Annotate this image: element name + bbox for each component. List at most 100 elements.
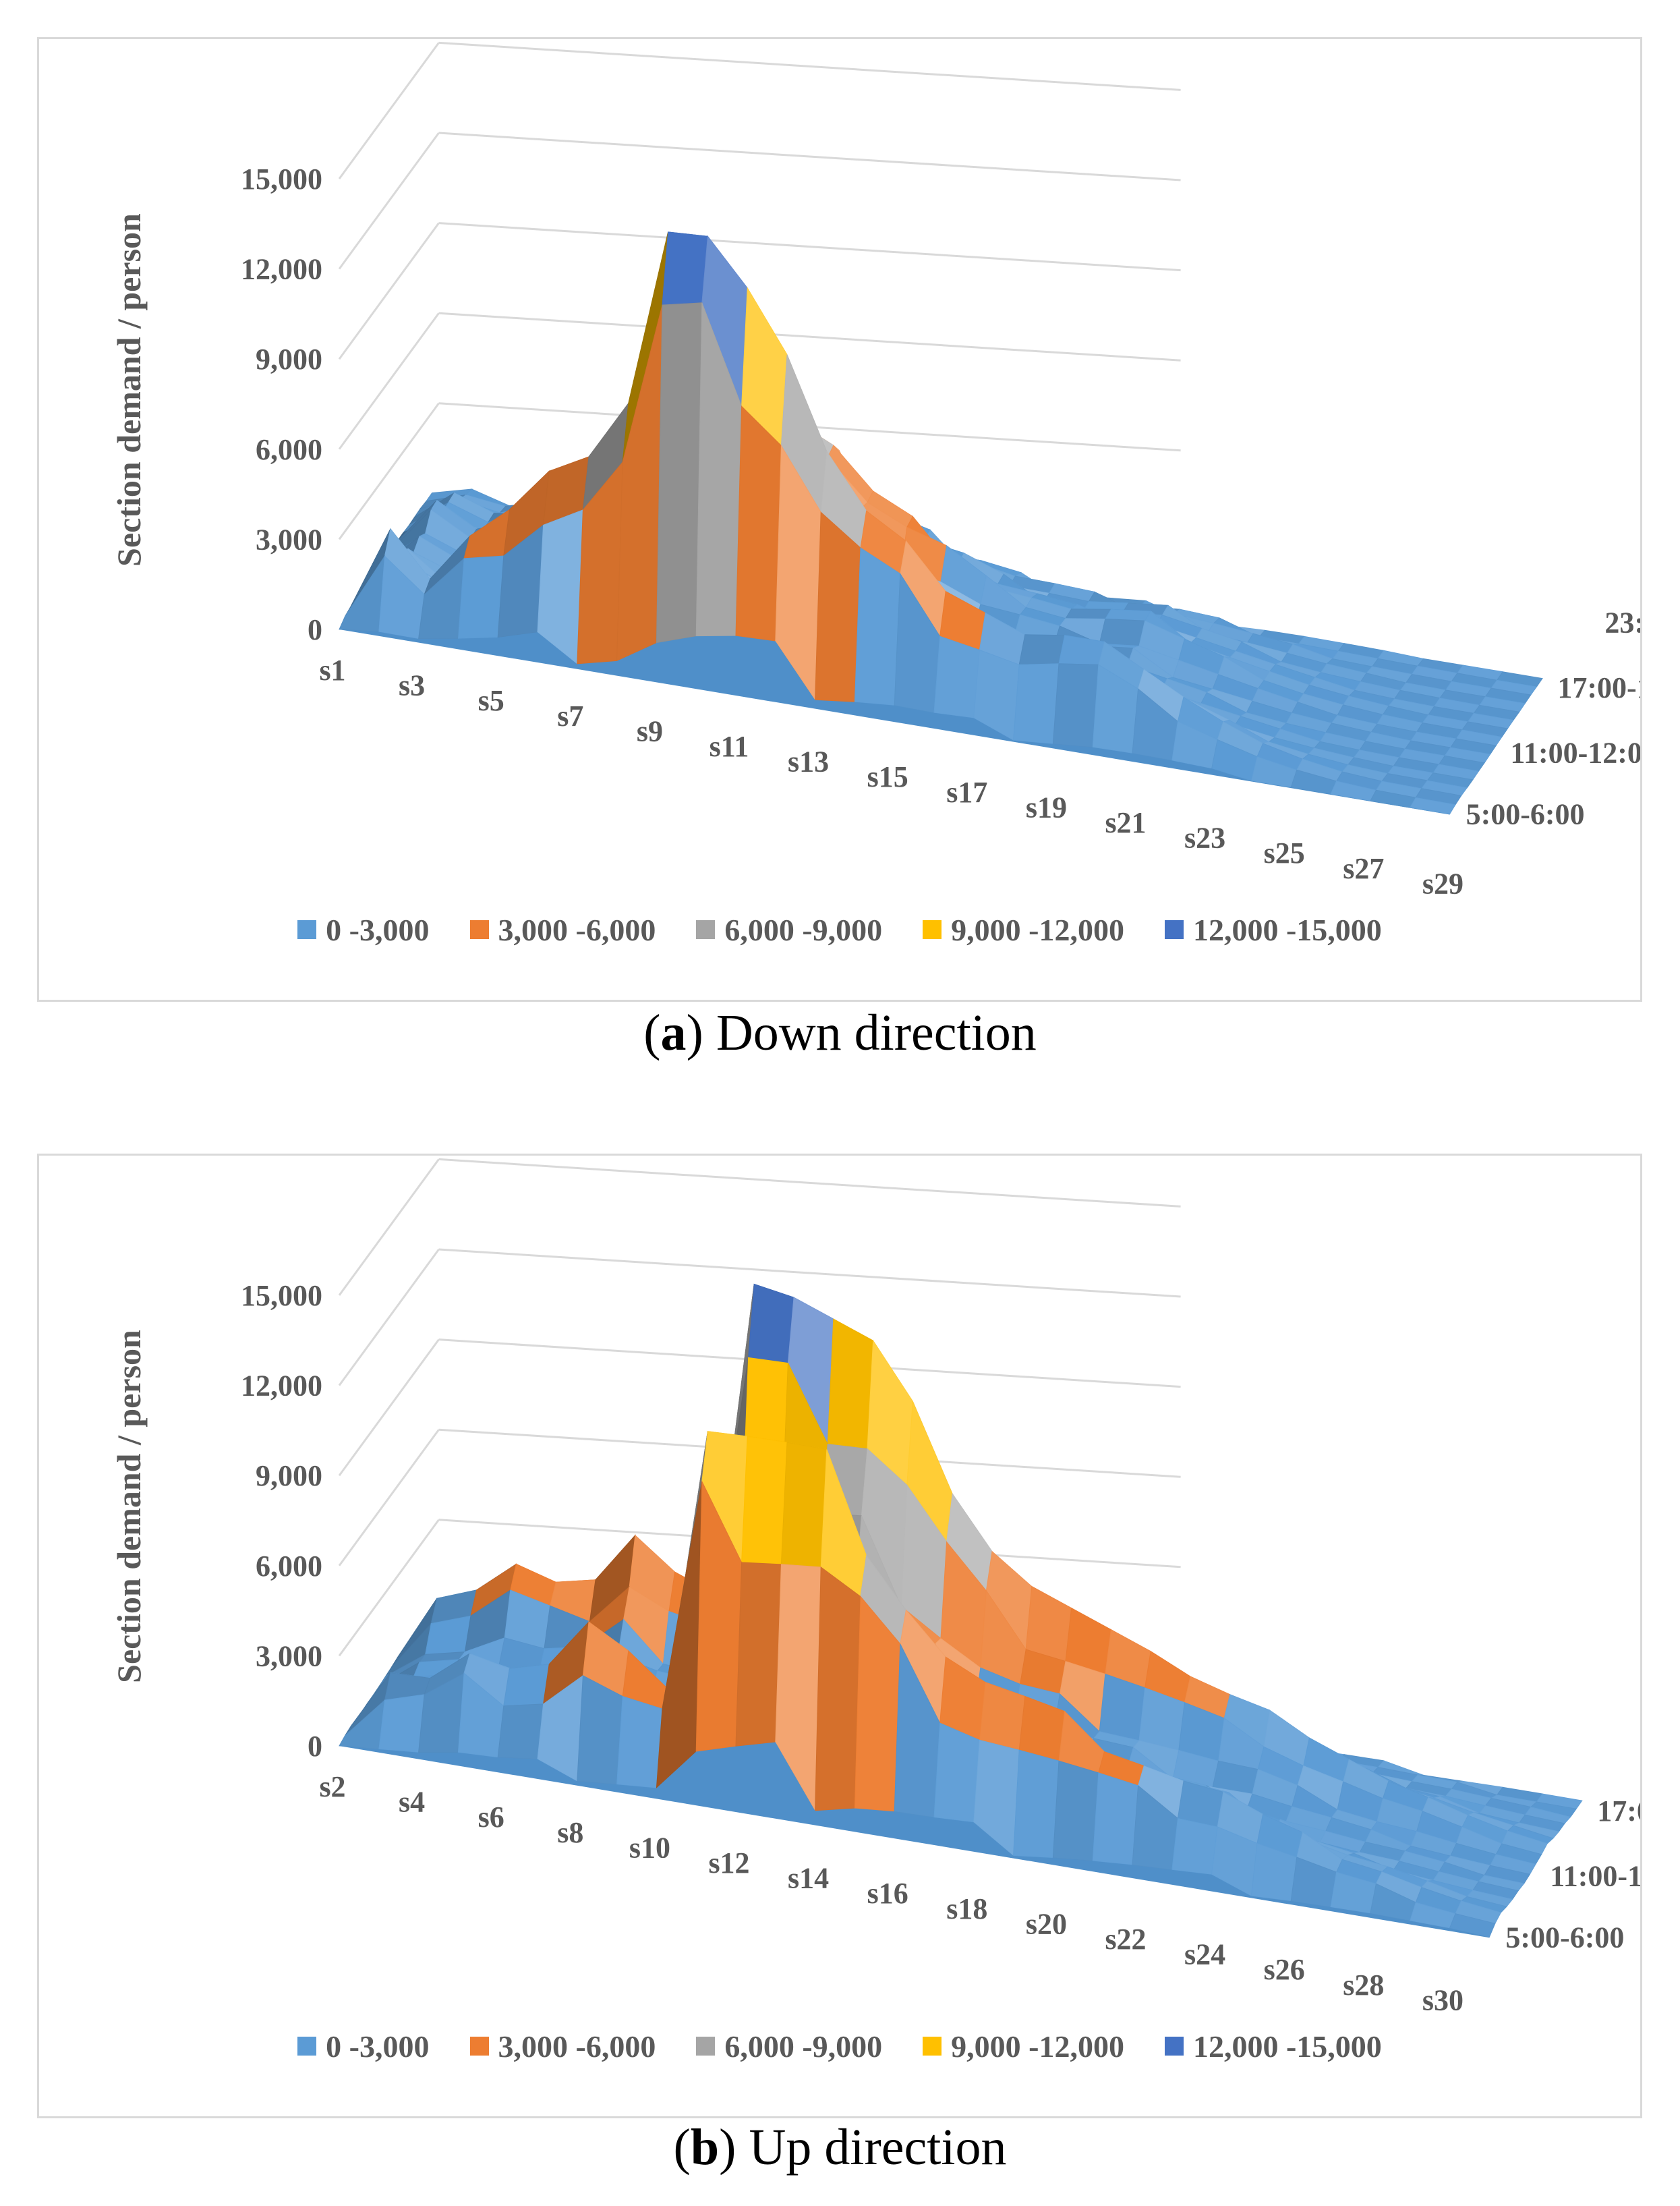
surface-chart-up: 0 3,000 6,000 9,000 12,000 15,000 Section dema… [110, 1158, 1640, 2016]
gridline-side [338, 132, 440, 270]
legend-item: 3,000 -6,000 [469, 912, 656, 948]
x-tick-label: s4 [399, 1786, 425, 1819]
surface-front-edge [339, 629, 1450, 815]
legend-label: 3,000 -6,000 [498, 912, 656, 947]
surface-patch [1449, 1913, 1496, 1938]
gridline-back [438, 1248, 1181, 1298]
surface-patch [1013, 663, 1060, 745]
x-tick-label: s13 [788, 745, 829, 779]
y-axis-title: Section demand / person [110, 213, 148, 567]
x-tick-label: s1 [319, 654, 345, 687]
legend-up: 0 -3,000 3,000 -6,000 6,000 -9,000 9,000 -1… [39, 2023, 1640, 2070]
caption-up: (b) Up direction [673, 2119, 1007, 2176]
y-axis-title: Section demand / person [110, 1330, 148, 1683]
legend-label: 0 -3,000 [326, 912, 430, 947]
surface-patch [662, 231, 708, 306]
legend-item: 12,000 -15,000 [1164, 912, 1382, 948]
surface-patch [1013, 1749, 1060, 1859]
z-tick-label: 5:00-6:00 [1466, 798, 1585, 831]
x-tick-label: s5 [478, 684, 504, 717]
surface-patch [1052, 1760, 1099, 1862]
z-tick-label: 5:00-6:00 [1505, 1921, 1624, 1954]
surface-patch [1409, 797, 1456, 815]
x-tick-label: s9 [637, 714, 663, 747]
legend-swatch [1164, 920, 1184, 939]
legend-label: 9,000 -12,000 [951, 912, 1124, 947]
surface-patch [503, 1664, 550, 1707]
x-tick-label: s25 [1264, 837, 1305, 870]
y-tick-label: 12,000 [241, 253, 322, 286]
gridline-back [438, 1158, 1181, 1208]
legend-item: 3,000 -6,000 [469, 2029, 656, 2064]
y-tick-label: 0 [308, 613, 322, 646]
surface-front-edge [339, 1742, 1490, 1938]
surface-patch [827, 1318, 874, 1450]
surface-patch [735, 1562, 782, 1747]
x-tick-label: s3 [399, 669, 425, 702]
surface-patch [1052, 663, 1099, 748]
gridline-side [338, 1249, 440, 1386]
gridline-side [338, 402, 440, 540]
surface-patch [1092, 1772, 1139, 1865]
x-tick-label: s28 [1343, 1969, 1384, 2002]
gridline-side [338, 1519, 440, 1657]
legend-label: 12,000 -15,000 [1192, 2029, 1382, 2064]
x-tick-label: s2 [319, 1770, 345, 1803]
surface-patch [1099, 618, 1146, 647]
x-tick-label: s7 [557, 700, 583, 733]
gridline-side [338, 1429, 440, 1566]
x-tick-label: s30 [1422, 1983, 1464, 2016]
gridline-back [438, 312, 1181, 362]
surface-chart-down: 0 3,000 6,000 9,000 12,000 15,000 Section dema… [110, 41, 1640, 900]
surface-patch [1065, 609, 1112, 620]
x-tick-label: s26 [1264, 1953, 1305, 1986]
y-tick-label: 3,000 [256, 523, 322, 556]
legend-label: 6,000 -9,000 [724, 2029, 883, 2064]
legend-item: 12,000 -15,000 [1164, 2029, 1382, 2064]
x-tick-label: s29 [1422, 867, 1464, 900]
gridline-back [438, 41, 1181, 91]
gridline-side [338, 1338, 440, 1477]
x-tick-label: s8 [557, 1816, 583, 1849]
chart-panel-down: 0 3,000 6,000 9,000 12,000 15,000 Section dema… [37, 37, 1642, 1002]
legend-swatch [1164, 2037, 1184, 2056]
y-tick-label: 3,000 [256, 1639, 322, 1672]
x-tick-label: s22 [1105, 1923, 1146, 1956]
x-tick-label: s16 [867, 1877, 908, 1910]
legend-item: 6,000 -9,000 [696, 2029, 882, 2064]
legend-label: 12,000 -15,000 [1192, 912, 1382, 947]
legend-item: 9,000 -12,000 [923, 2029, 1124, 2064]
gridline-side [338, 222, 440, 360]
x-tick-label: s6 [478, 1801, 504, 1834]
surface-patch [457, 555, 504, 640]
y-tick-label: 6,000 [256, 433, 322, 466]
x-tick-label: s17 [946, 776, 987, 809]
x-tick-label: s21 [1105, 806, 1146, 839]
legend-swatch [297, 920, 317, 939]
x-tick-label: s24 [1184, 1938, 1225, 1971]
y-tick-label: 6,000 [256, 1550, 322, 1583]
legend-swatch [469, 920, 489, 939]
surface-patch [497, 1703, 544, 1760]
z-tick-label: 11:00-12:00 [1550, 1860, 1640, 1893]
surface-patch [735, 405, 782, 642]
x-tick-label: s15 [867, 760, 908, 793]
x-tick-label: s19 [1026, 791, 1067, 824]
surface-patch [656, 302, 703, 644]
x-tick-label: s18 [946, 1892, 987, 1925]
legend-label: 3,000 -6,000 [498, 2029, 656, 2064]
y-tick-label: 15,000 [241, 1279, 322, 1312]
legend-down: 0 -3,000 3,000 -6,000 6,000 -9,000 9,000 -1… [39, 906, 1640, 953]
x-tick-label: s20 [1026, 1907, 1067, 1940]
z-tick-label: 17:00-18:00 [1557, 671, 1640, 704]
legend-item: 6,000 -9,000 [696, 912, 882, 948]
surface-patch [378, 1694, 425, 1753]
legend-label: 0 -3,000 [326, 2029, 430, 2064]
x-tick-label: s23 [1184, 822, 1225, 855]
surface-patch [815, 1566, 861, 1811]
legend-label: 9,000 -12,000 [951, 2029, 1124, 2064]
legend-swatch [696, 2037, 716, 2056]
x-tick-label: s12 [708, 1846, 749, 1879]
legend-item: 0 -3,000 [297, 2029, 430, 2064]
y-tick-label: 15,000 [241, 163, 322, 196]
